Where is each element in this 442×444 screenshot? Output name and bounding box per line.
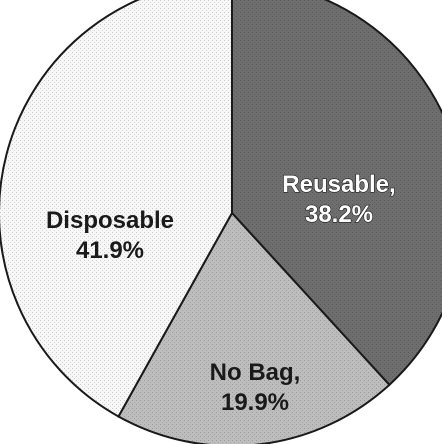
pie-slice-texture-reusable [232, 0, 442, 385]
pie-labels: Reusable, 38.2% No Bag, 19.9% Disposable 41.9… [46, 170, 396, 416]
pie-label-line-reusable-0: Reusable, [282, 171, 395, 198]
pie-label-line-no-bag-1: 19.9% [221, 389, 289, 416]
pie-label-disposable: Disposable 41.9% [46, 207, 174, 264]
pie-label-line-disposable-1: 41.9% [76, 237, 144, 264]
pie-label-line-reusable-1: 38.2% [305, 201, 373, 228]
pie-label-no-bag: No Bag, 19.9% [210, 359, 301, 416]
pie-slice-texture-no-bag [118, 213, 390, 444]
pie-label-line-disposable-0: Disposable [46, 207, 174, 234]
pie-label-reusable: Reusable, 38.2% [282, 171, 395, 228]
pie-label-line-no-bag-0: No Bag, [210, 359, 301, 386]
pie-slice-texture-disposable [0, 0, 232, 417]
